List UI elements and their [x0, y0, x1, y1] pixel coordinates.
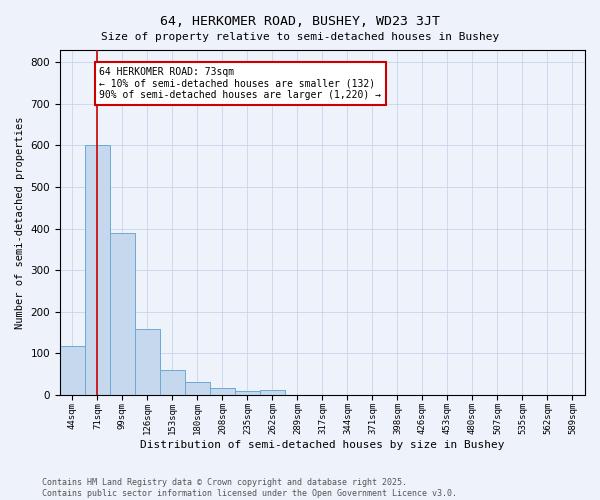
Text: Size of property relative to semi-detached houses in Bushey: Size of property relative to semi-detach…: [101, 32, 499, 42]
Text: 64, HERKOMER ROAD, BUSHEY, WD23 3JT: 64, HERKOMER ROAD, BUSHEY, WD23 3JT: [160, 15, 440, 28]
Bar: [60, 346, 85, 395]
Bar: [110, 232, 135, 394]
Text: Contains HM Land Registry data © Crown copyright and database right 2025.
Contai: Contains HM Land Registry data © Crown c…: [42, 478, 457, 498]
Bar: [210, 388, 235, 394]
Bar: [85, 146, 110, 394]
Text: 64 HERKOMER ROAD: 73sqm
← 10% of semi-detached houses are smaller (132)
90% of s: 64 HERKOMER ROAD: 73sqm ← 10% of semi-de…: [100, 66, 382, 100]
Bar: [235, 391, 260, 394]
Bar: [135, 329, 160, 394]
X-axis label: Distribution of semi-detached houses by size in Bushey: Distribution of semi-detached houses by …: [140, 440, 505, 450]
Bar: [260, 390, 285, 394]
Y-axis label: Number of semi-detached properties: Number of semi-detached properties: [15, 116, 25, 328]
Bar: [185, 382, 210, 394]
Bar: [160, 370, 185, 394]
